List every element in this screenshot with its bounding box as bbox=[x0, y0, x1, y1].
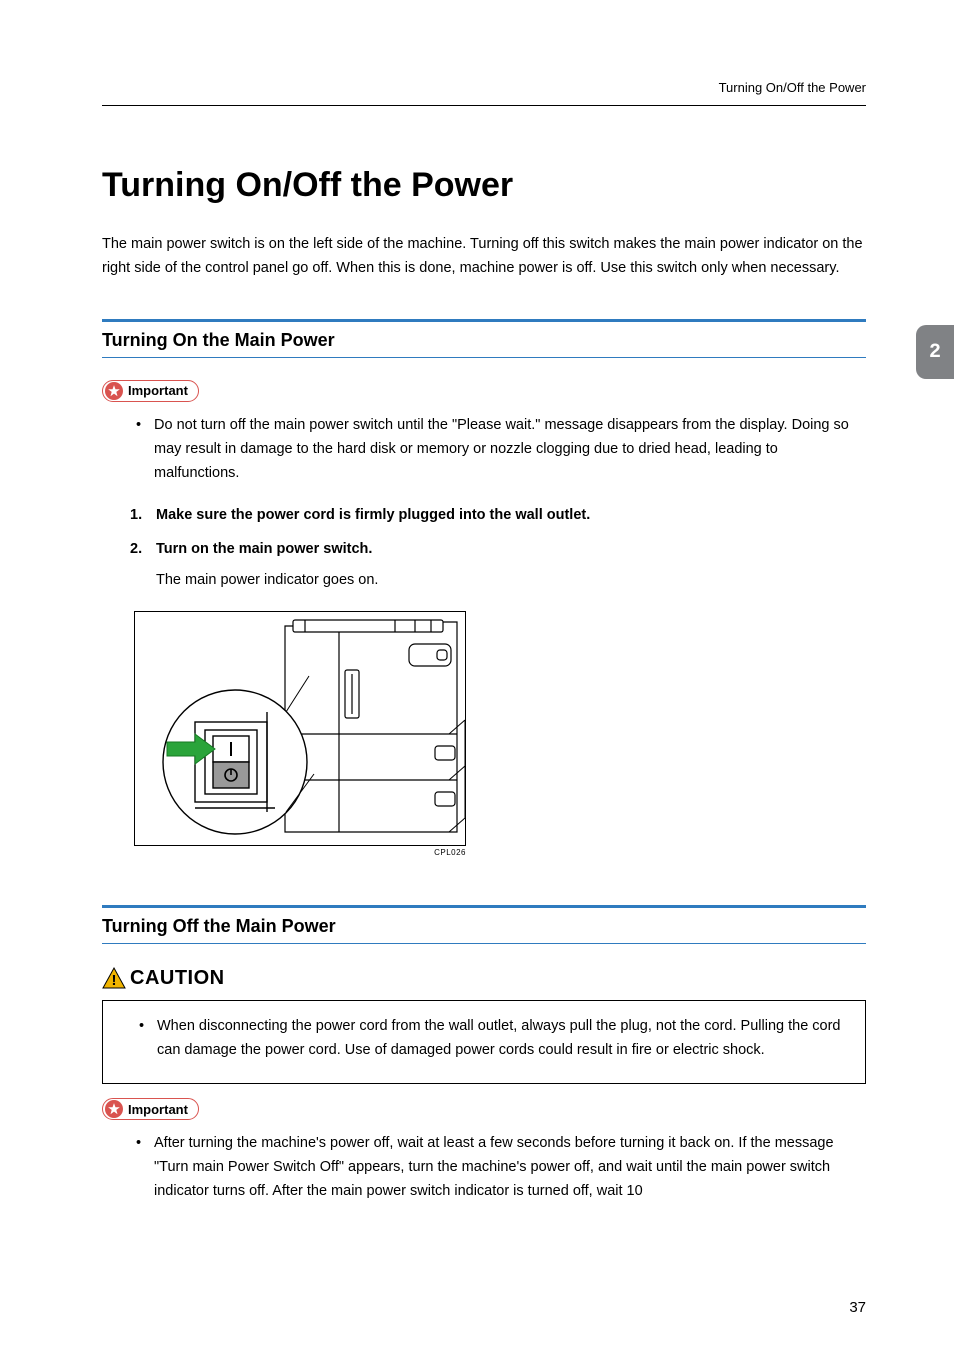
caution-label: CAUTION bbox=[130, 967, 225, 990]
star-icon bbox=[105, 1100, 123, 1118]
svg-text:!: ! bbox=[112, 972, 117, 989]
list-item: After turning the machine's power off, w… bbox=[136, 1132, 866, 1204]
important-label: Important bbox=[128, 1102, 188, 1117]
step-item: Turn on the main power switch. The main … bbox=[136, 538, 866, 594]
figure-illustration bbox=[134, 611, 466, 846]
page-content: Turning On/Off the Power Turning On/Off … bbox=[0, 0, 954, 1262]
section-heading-off: Turning Off the Main Power bbox=[102, 905, 866, 944]
step-item: Make sure the power cord is firmly plugg… bbox=[136, 504, 866, 528]
list-item: Do not turn off the main power switch un… bbox=[136, 414, 866, 486]
step-substep: The main power indicator goes on. bbox=[156, 569, 866, 593]
important-badge: Important bbox=[102, 380, 199, 402]
important-bullet-list-2: After turning the machine's power off, w… bbox=[102, 1132, 866, 1204]
caution-heading: ! CAUTION bbox=[102, 966, 866, 990]
caution-bullet-list: When disconnecting the power cord from t… bbox=[109, 1015, 847, 1063]
important-badge: Important bbox=[102, 1098, 199, 1120]
caution-box: When disconnecting the power cord from t… bbox=[102, 1000, 866, 1084]
important-bullet-list: Do not turn off the main power switch un… bbox=[102, 414, 866, 486]
intro-paragraph: The main power switch is on the left sid… bbox=[102, 233, 866, 281]
figure: CPL026 bbox=[134, 611, 466, 857]
list-item: When disconnecting the power cord from t… bbox=[139, 1015, 847, 1063]
caution-triangle-icon: ! bbox=[102, 966, 126, 990]
figure-caption: CPL026 bbox=[134, 848, 466, 857]
running-header: Turning On/Off the Power bbox=[102, 80, 866, 106]
important-label: Important bbox=[128, 383, 188, 398]
step-text: Make sure the power cord is firmly plugg… bbox=[156, 507, 590, 523]
numbered-steps: Make sure the power cord is firmly plugg… bbox=[102, 504, 866, 594]
page-title: Turning On/Off the Power bbox=[102, 166, 866, 205]
star-icon bbox=[105, 382, 123, 400]
section-heading-on: Turning On the Main Power bbox=[102, 319, 866, 358]
step-text: Turn on the main power switch. bbox=[156, 541, 372, 557]
page-number: 37 bbox=[849, 1299, 866, 1316]
